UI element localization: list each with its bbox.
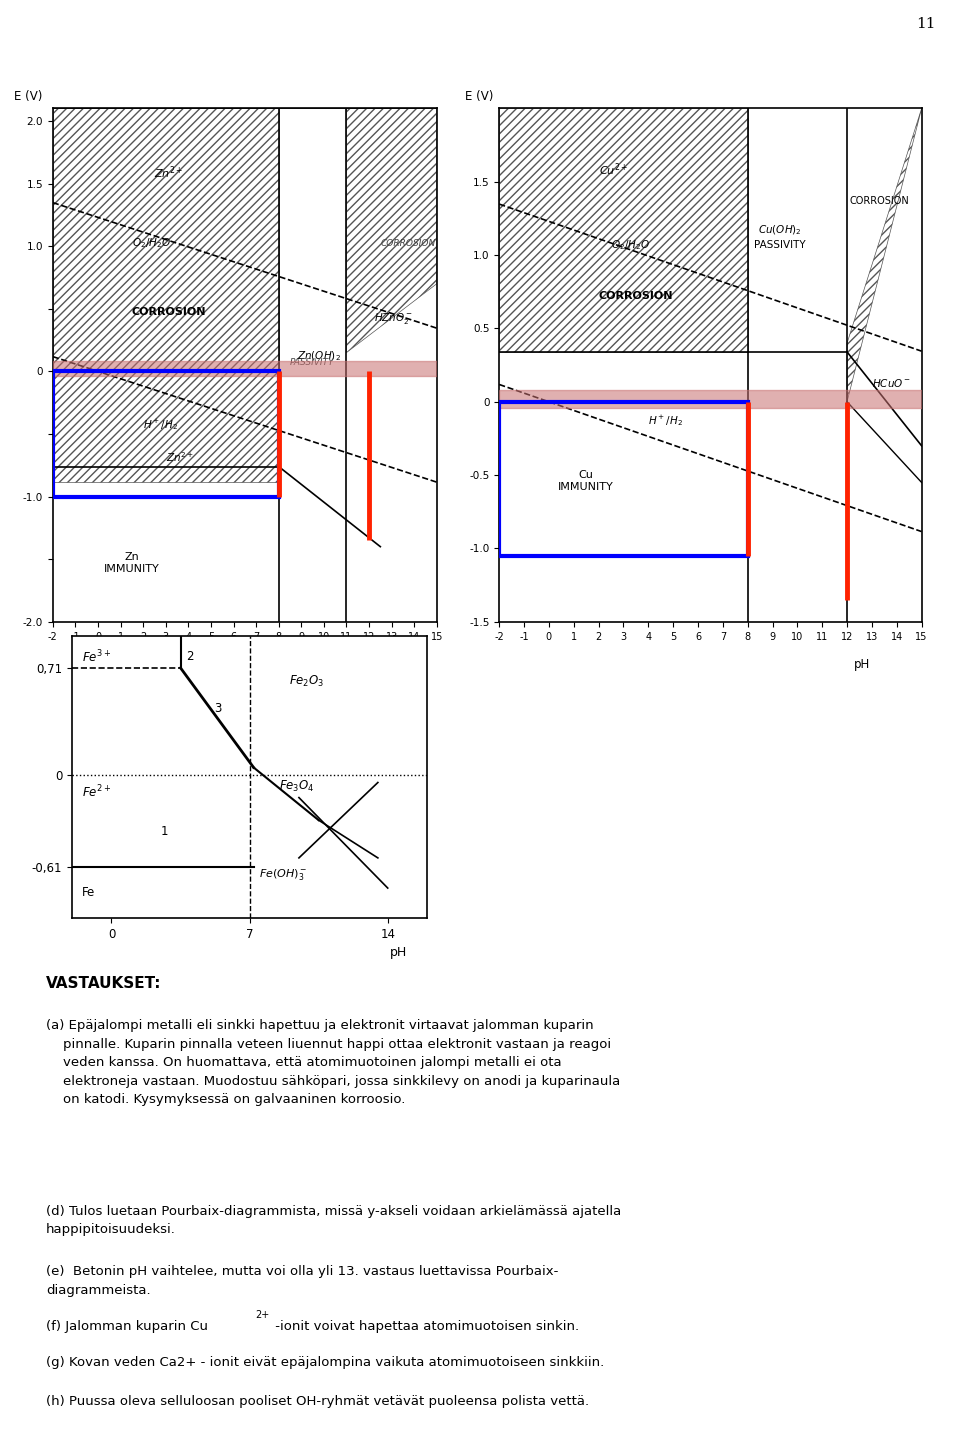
- Text: Fe: Fe: [82, 885, 95, 898]
- Text: $O_2/H_2O$: $O_2/H_2O$: [132, 236, 171, 250]
- Text: (a) Epäjalompi metalli eli sinkki hapettuu ja elektronit virtaavat jalomman kupa: (a) Epäjalompi metalli eli sinkki hapett…: [46, 1019, 620, 1106]
- Polygon shape: [499, 108, 748, 351]
- Polygon shape: [847, 108, 922, 402]
- Text: CORROSION: CORROSION: [380, 239, 436, 249]
- Text: $Fe(OH)_3^-$: $Fe(OH)_3^-$: [259, 868, 308, 882]
- X-axis label: pH: pH: [390, 947, 407, 959]
- Text: 2: 2: [186, 651, 194, 664]
- Text: CORROSION: CORROSION: [132, 307, 206, 317]
- Bar: [53, 372, 278, 496]
- Text: (g) Kovan veden Ca2+ - ionit eivät epäjalompina vaikuta atomimuotoiseen sinkkiin: (g) Kovan veden Ca2+ - ionit eivät epäja…: [46, 1356, 605, 1369]
- Bar: [499, 390, 922, 408]
- Text: 1: 1: [161, 826, 168, 839]
- Text: $HCuO^-$: $HCuO^-$: [872, 377, 911, 389]
- Text: -ionit voivat hapettaa atomimuotoisen sinkin.: -ionit voivat hapettaa atomimuotoisen si…: [271, 1320, 579, 1333]
- Text: E (V): E (V): [466, 90, 493, 103]
- Text: $H^+/H_2$: $H^+/H_2$: [648, 412, 684, 428]
- Text: (e)  Betonin pH vaihtelee, mutta voi olla yli 13. vastaus luettavissa Pourbaix-
: (e) Betonin pH vaihtelee, mutta voi olla…: [46, 1265, 559, 1297]
- Text: PASSIVITY: PASSIVITY: [290, 359, 334, 367]
- X-axis label: pH: pH: [237, 658, 252, 671]
- Text: (d) Tulos luetaan Pourbaix-diagrammista, missä y-akseli voidaan arkielämässä aja: (d) Tulos luetaan Pourbaix-diagrammista,…: [46, 1205, 621, 1236]
- Text: CORROSION: CORROSION: [850, 195, 909, 205]
- Text: E (V): E (V): [14, 90, 43, 103]
- X-axis label: pH: pH: [854, 658, 871, 671]
- Bar: [499, 402, 748, 555]
- Text: Cu
IMMUNITY: Cu IMMUNITY: [559, 470, 614, 492]
- Text: $HZnO_2^-$: $HZnO_2^-$: [373, 311, 413, 327]
- Text: $H^+/H_2$: $H^+/H_2$: [143, 416, 179, 431]
- Text: $Zn(OH)_2$: $Zn(OH)_2$: [297, 348, 341, 363]
- Text: $Fe_3O_4$: $Fe_3O_4$: [279, 779, 315, 794]
- Text: $Zn^{2+}$: $Zn^{2+}$: [166, 450, 194, 464]
- Polygon shape: [53, 372, 278, 482]
- Text: $Cu^{2+}$: $Cu^{2+}$: [599, 162, 628, 178]
- Polygon shape: [347, 108, 437, 353]
- Text: $Fe^{2+}$: $Fe^{2+}$: [82, 784, 111, 801]
- Text: CORROSION: CORROSION: [599, 291, 673, 301]
- Text: $Fe_2O_3$: $Fe_2O_3$: [289, 674, 324, 688]
- Text: Zn
IMMUNITY: Zn IMMUNITY: [104, 552, 159, 574]
- Text: (h) Puussa oleva selluloosan pooliset OH-ryhmät vetävät puoleensa polista vettä.: (h) Puussa oleva selluloosan pooliset OH…: [46, 1395, 589, 1408]
- Text: $O_2/H_2O$: $O_2/H_2O$: [611, 237, 650, 252]
- Text: 3: 3: [214, 701, 222, 714]
- Text: $Cu(OH)_2$
PASSIVITY: $Cu(OH)_2$ PASSIVITY: [755, 224, 805, 250]
- Bar: [53, 362, 437, 376]
- Text: $Zn^{2+}$: $Zn^{2+}$: [155, 163, 184, 181]
- Polygon shape: [53, 108, 278, 372]
- Text: $Fe^{3+}$: $Fe^{3+}$: [82, 648, 111, 665]
- Text: 2+: 2+: [255, 1310, 270, 1320]
- Text: 11: 11: [917, 17, 936, 32]
- Text: VASTAUKSET:: VASTAUKSET:: [46, 976, 161, 991]
- Text: (f) Jalomman kuparin Cu: (f) Jalomman kuparin Cu: [46, 1320, 208, 1333]
